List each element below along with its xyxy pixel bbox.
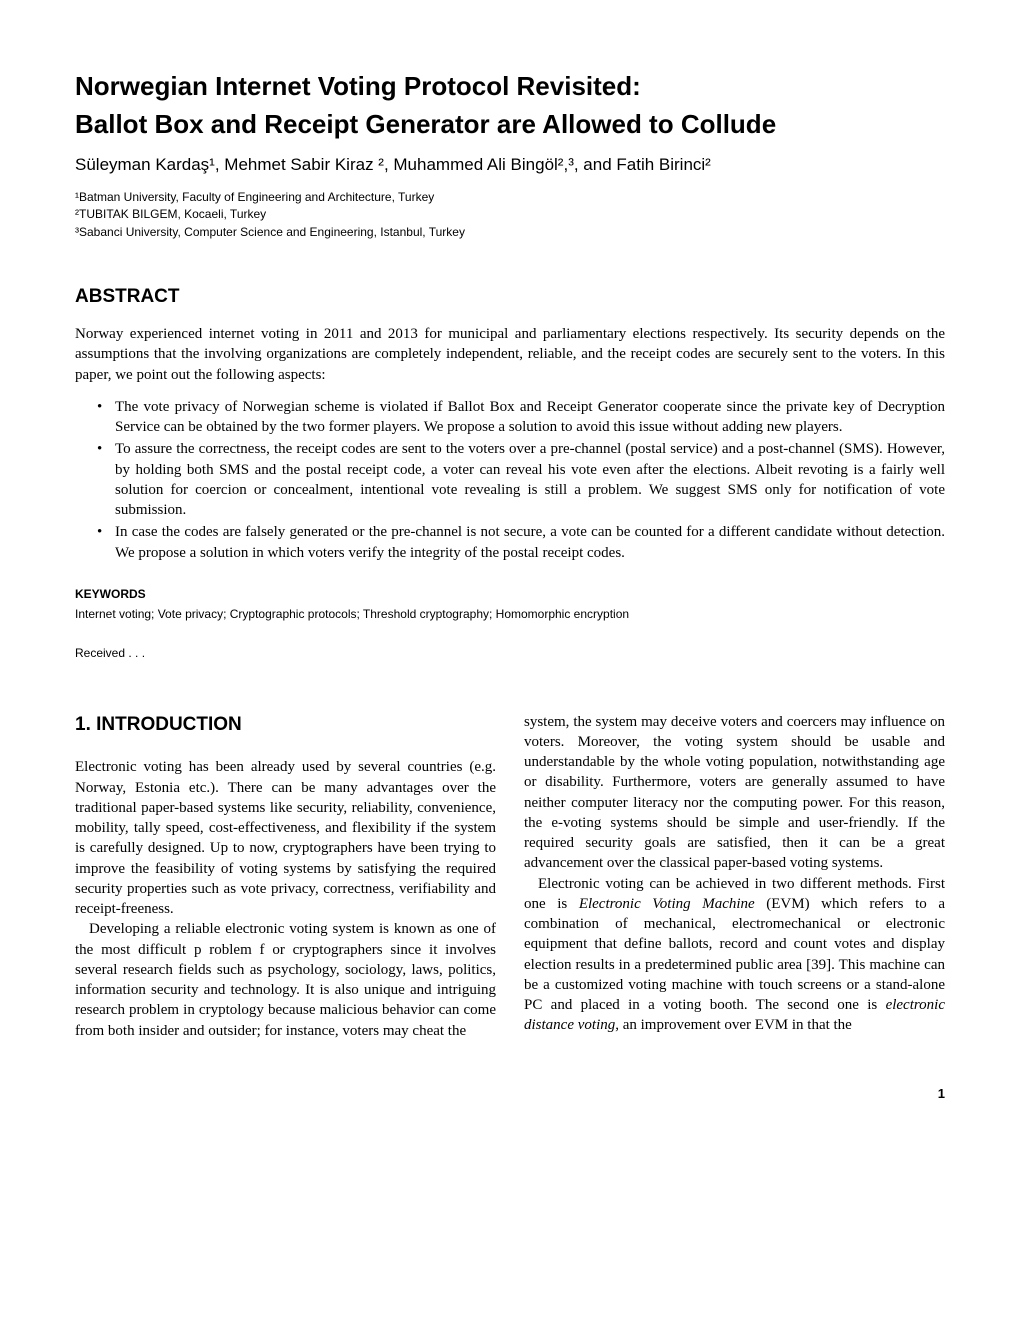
bullet-3: In case the codes are falsely generated … [115, 522, 945, 563]
received: Received . . . [75, 646, 945, 662]
bullet-1: The vote privacy of Norwegian scheme is … [115, 397, 945, 438]
authors: Süleyman Kardaş¹, Mehmet Sabir Kiraz ², … [75, 154, 945, 176]
page-number: 1 [75, 1086, 945, 1103]
abstract-bullets: The vote privacy of Norwegian scheme is … [75, 397, 945, 563]
em-evm: Electronic Voting Machine [579, 896, 755, 912]
affiliation-2: ²TUBITAK BILGEM, Kocaeli, Turkey [75, 207, 945, 223]
introduction-header: 1. INTRODUCTION [75, 712, 496, 738]
intro-paragraph-4: Electronic voting can be achieved in two… [524, 874, 945, 1036]
intro-paragraph-2: Developing a reliable electronic voting … [75, 919, 496, 1041]
abstract-intro: Norway experienced internet voting in 20… [75, 324, 945, 385]
bullet-2: To assure the correctness, the receipt c… [115, 439, 945, 520]
affiliation-1: ¹Batman University, Faculty of Engineeri… [75, 190, 945, 206]
title-line-2: Ballot Box and Receipt Generator are All… [75, 108, 945, 142]
right-column: system, the system may deceive voters an… [524, 712, 945, 1041]
keywords-label: KEYWORDS [75, 587, 945, 603]
affiliation-3: ³Sabanci University, Computer Science an… [75, 225, 945, 241]
left-column: 1. INTRODUCTION Electronic voting has be… [75, 712, 496, 1041]
keywords-text: Internet voting; Vote privacy; Cryptogra… [75, 607, 945, 623]
intro-paragraph-1: Electronic voting has been already used … [75, 757, 496, 919]
intro-paragraph-3: system, the system may deceive voters an… [524, 712, 945, 874]
abstract-header: ABSTRACT [75, 285, 945, 310]
two-column-body: 1. INTRODUCTION Electronic voting has be… [75, 712, 945, 1041]
title-line-1: Norwegian Internet Voting Protocol Revis… [75, 70, 945, 104]
